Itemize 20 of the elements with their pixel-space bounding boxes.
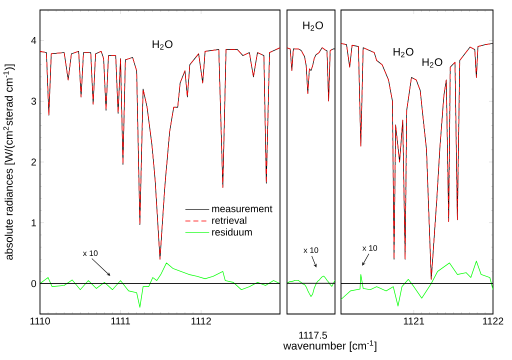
x-tick-label: 1121 (404, 318, 424, 324)
legend-label: measurement (212, 206, 272, 212)
x-tick-label: 1112 (192, 318, 211, 324)
x-tick-label: 1111 (111, 318, 130, 324)
legend-label: residuum (212, 228, 252, 236)
x-tick-label: 1110 (30, 318, 50, 325)
annotation: H$_{2}$O (394, 48, 414, 58)
y-tick-label: 3 (31, 98, 36, 105)
text: 1117.5 (299, 332, 328, 339)
y-tick-label: 2 (31, 158, 36, 166)
y-axis-title: absolute radiances [W/(cm$^{2}$sterad cm$^{-1}$)] (3, 64, 15, 260)
legend-label: retrieval (212, 216, 246, 224)
annotation: H$_{2}$O (152, 40, 172, 50)
y-tick-label: 1 (32, 219, 36, 226)
x-axis-title: wavenumber [cm$^{-1}$] (283, 340, 376, 352)
x-tick-label: 1122 (483, 318, 504, 324)
y-tick-label: 0 (31, 280, 36, 288)
annotation: H$_{2}$O (422, 58, 442, 68)
y-tick-label: 4 (31, 36, 36, 44)
text: H$_{2}$O (303, 21, 323, 31)
